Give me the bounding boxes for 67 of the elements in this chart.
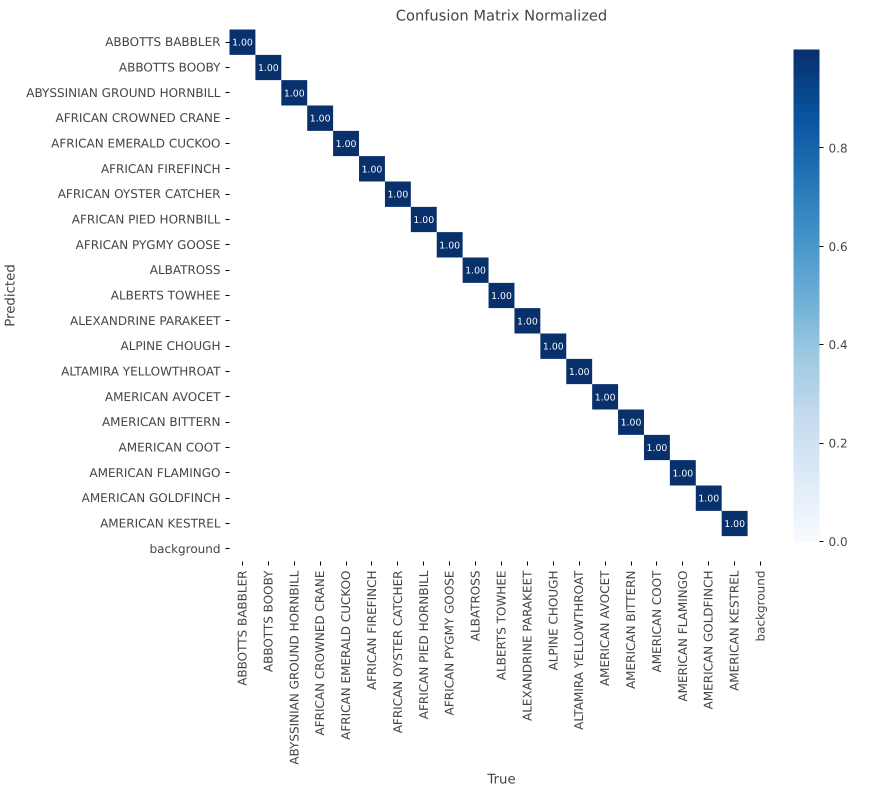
y-tick-label: AMERICAN BITTERN [102, 415, 221, 430]
x-axis-title: True [486, 772, 516, 788]
x-tick-label: AMERICAN COOT [650, 570, 664, 672]
y-tick-label: AFRICAN PYGMY GOOSE [76, 238, 221, 252]
x-tick-label: AFRICAN CROWNED CRANE [313, 570, 328, 736]
y-tick-label: AFRICAN EMERALD CUCKOO [51, 136, 221, 150]
data-label: 1.00 [387, 190, 408, 201]
x-tick-label: AMERICAN AVOCET [598, 570, 612, 686]
y-tick-label: ALBERTS TOWHEE [110, 288, 220, 302]
data-label: 1.00 [672, 468, 694, 480]
x-tick-label: AFRICAN PYGMY GOOSE [442, 570, 457, 716]
x-tick-label: ALTAMIRA YELLOWTHROAT [572, 570, 586, 730]
data-label: 1.00 [724, 519, 746, 530]
x-tick-label: AMERICAN KESTREL [728, 570, 742, 691]
data-label: 1.00 [413, 215, 434, 226]
x-tick-label: AFRICAN PIED HORNBILL [416, 570, 431, 720]
y-tick-label: ABYSSINIAN GROUND HORNBILL [26, 86, 221, 100]
y-tick-label: AMERICAN KESTREL [100, 516, 221, 530]
data-label: 1.00 [362, 164, 382, 176]
data-label: 1.00 [284, 88, 305, 100]
data-label: 1.00 [568, 367, 590, 378]
data-label: 1.00 [620, 418, 642, 429]
y-tick-label: ALPINE CHOUGH [120, 339, 221, 354]
y-tick-label: AMERICAN COOT [118, 440, 222, 454]
x-tick-label: AFRICAN OYSTER CATCHER [390, 570, 405, 734]
y-tick-label: AMERICAN GOLDFINCH [82, 491, 220, 506]
data-label: 1.00 [646, 443, 668, 454]
x-tick-label: AMERICAN FLAMINGO [676, 570, 690, 702]
x-tick-label: ALPINE CHOUGH [546, 570, 560, 670]
y-tick-label: AFRICAN OYSTER CATCHER [58, 187, 221, 202]
color-bar-label: 0.4 [828, 338, 848, 352]
data-label: 1.00 [310, 114, 331, 125]
x-tick-label: AMERICAN GOLDFINCH [702, 570, 716, 710]
data-label: 1.00 [594, 392, 616, 404]
color-bar-label: 0.6 [828, 240, 848, 254]
y-tick-label: AMERICAN FLAMINGO [89, 466, 221, 480]
data-label: 1.00 [465, 266, 486, 277]
data-label: 1.00 [517, 316, 538, 328]
y-tick-label: AFRICAN FIREFINCH [100, 162, 221, 176]
y-tick-label: AMERICAN AVOCET [104, 390, 222, 404]
data-label: 1.00 [336, 139, 357, 150]
x-tick-label: AMERICAN BITTERN [624, 570, 638, 690]
y-tick-label: AFRICAN CROWNED CRANE [55, 111, 221, 126]
y-tick-label: ALEXANDRINE PARAKEET [70, 314, 222, 328]
y-tick-label: AFRICAN PIED HORNBILL [72, 212, 221, 226]
chart-title: Confusion Matrix Normalized [396, 8, 608, 24]
x-tick-label: AFRICAN EMERALD CUCKOO [339, 570, 354, 740]
data-label: 1.00 [542, 342, 564, 353]
color-bar-label: 0.2 [828, 436, 848, 451]
x-tick-label: ALEXANDRINE PARAKEET [520, 570, 534, 721]
x-tick-label: background [754, 570, 768, 642]
data-label: 1.00 [232, 38, 253, 49]
data-label: 1.00 [491, 291, 512, 302]
y-tick-label: ALBATROSS [150, 263, 221, 278]
y-tick-label: background [150, 542, 221, 556]
y-tick-label: ABBOTTS BOOBY [118, 60, 222, 74]
y-tick-label: ALTAMIRA YELLOWTHROAT [61, 364, 222, 378]
data-label: 1.00 [698, 494, 720, 505]
data-label: 1.00 [258, 63, 279, 74]
y-tick-label: ABBOTTS BABBLER [105, 35, 221, 50]
x-tick-label: ALBERTS TOWHEE [494, 570, 508, 680]
data-label: 1.00 [439, 240, 460, 252]
x-tick-label: ALBATROSS [468, 570, 483, 642]
color-bar-label: 0.0 [828, 535, 848, 549]
x-tick-label: AFRICAN FIREFINCH [364, 570, 379, 690]
color-bar-label: 0.8 [828, 141, 848, 156]
y-axis-title: Predicted [3, 264, 18, 327]
